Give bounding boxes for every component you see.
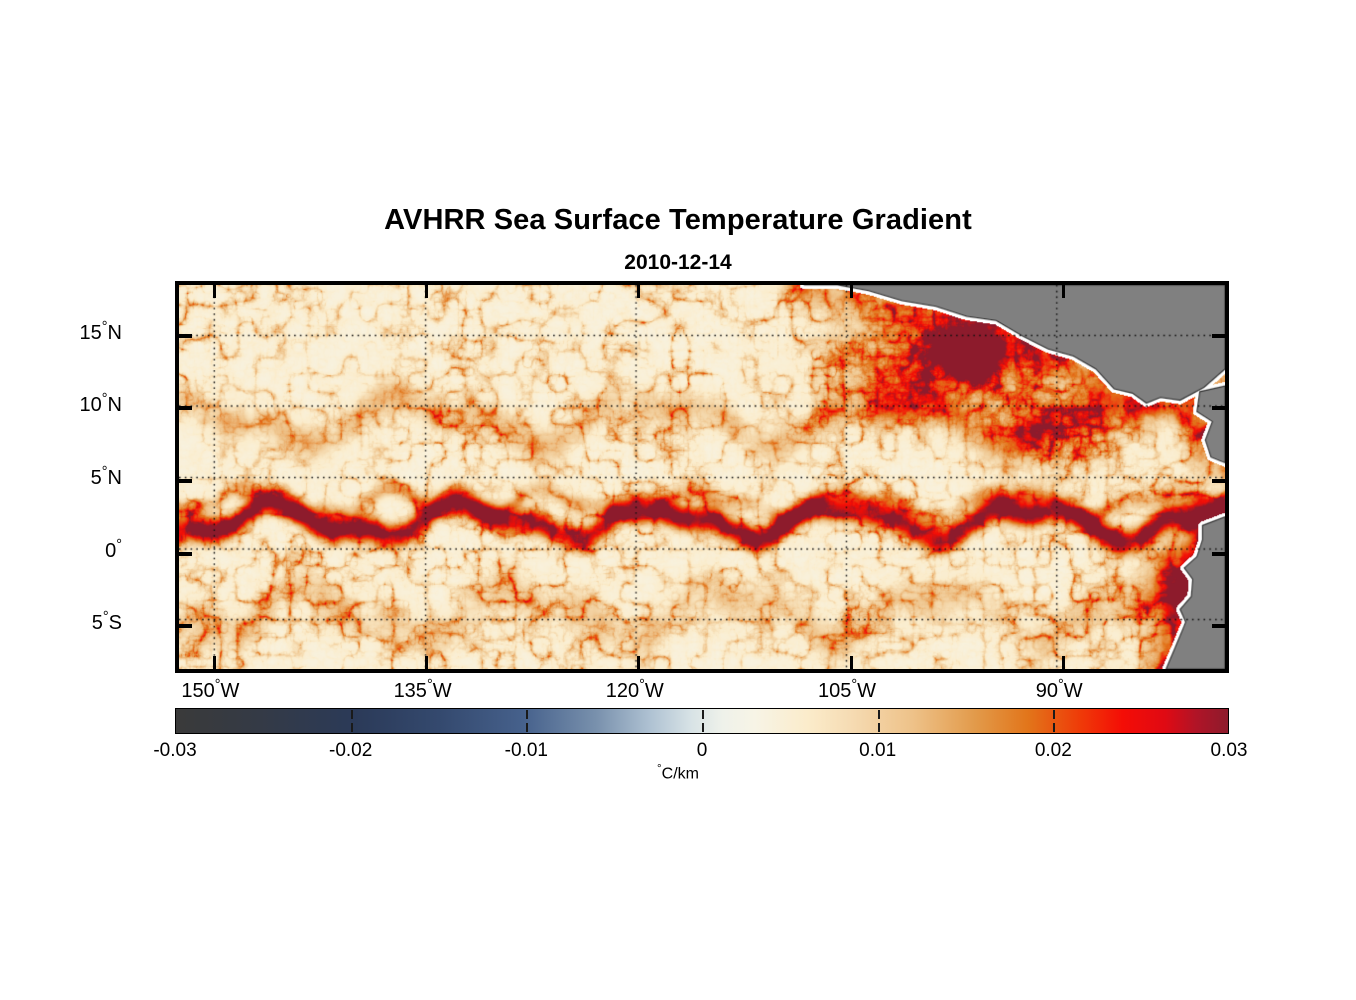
x-axis-label-2: 120°W: [605, 677, 664, 702]
x-tick-2: [637, 285, 641, 298]
y-tick-0: [179, 333, 192, 338]
x-tick-4: [1061, 285, 1065, 298]
x-tick-1: [425, 656, 429, 669]
colorbar-label-1: -0.02: [329, 740, 373, 761]
x-tick-3: [849, 656, 853, 669]
y-tick-1: [179, 406, 192, 411]
figure-subtitle: 2010-12-14: [624, 251, 732, 274]
colorbar-tick-1: [350, 723, 353, 732]
colorbar[interactable]: [175, 708, 1229, 734]
y-tick-4: [1212, 624, 1225, 629]
colorbar-tick-5: [1053, 723, 1056, 732]
colorbar-tick-3: [702, 723, 704, 732]
sst-gradient-heatmap: [179, 285, 1225, 669]
y-axis-label-3: 0°: [105, 536, 122, 562]
colorbar-label-3: 0: [696, 740, 708, 761]
y-tick-3: [1212, 551, 1225, 556]
y-tick-2: [179, 479, 192, 483]
y-axis-label-4: 5°S: [91, 609, 122, 635]
x-tick-0: [212, 656, 216, 669]
figure-title: AVHRR Sea Surface Temperature Gradient: [384, 204, 972, 236]
colorbar-label-2: -0.01: [504, 740, 548, 761]
colorbar-tick-3: [702, 710, 704, 719]
colorbar-tick-2: [526, 710, 529, 719]
y-tick-3: [179, 551, 192, 556]
y-tick-0: [1212, 333, 1225, 338]
colorbar-tick-4: [877, 710, 880, 719]
colorbar-label-4: 0.01: [859, 740, 897, 761]
y-tick-4: [179, 624, 192, 629]
colorbar-tick-1: [350, 710, 353, 719]
y-tick-2: [1212, 479, 1225, 483]
colorbar-tick-5: [1053, 710, 1056, 719]
x-tick-4: [1061, 656, 1065, 669]
x-tick-1: [425, 285, 429, 298]
y-tick-1: [1212, 406, 1225, 411]
colorbar-tick-4: [877, 723, 880, 732]
colorbar-unit-label: °C/km: [657, 763, 699, 783]
x-tick-3: [849, 285, 853, 298]
x-axis-label-4: 90°W: [1035, 677, 1083, 702]
colorbar-tick-2: [526, 723, 529, 732]
colorbar-gradient: [175, 708, 1229, 734]
x-axis-label-0: 150°W: [181, 677, 240, 702]
x-tick-0: [212, 285, 216, 298]
x-axis-label-3: 105°W: [817, 677, 877, 702]
y-axis-label-1: 10°N: [79, 391, 122, 417]
colorbar-label-6: 0.03: [1210, 740, 1248, 761]
colorbar-label-5: 0.02: [1034, 740, 1072, 761]
colorbar-label-0: -0.03: [153, 740, 197, 761]
y-axis-label-0: 15°N: [79, 318, 122, 344]
x-axis-label-1: 135°W: [393, 677, 452, 702]
x-tick-2: [637, 656, 641, 669]
y-axis-label-2: 5°N: [90, 464, 122, 489]
map-axes[interactable]: [175, 281, 1229, 673]
